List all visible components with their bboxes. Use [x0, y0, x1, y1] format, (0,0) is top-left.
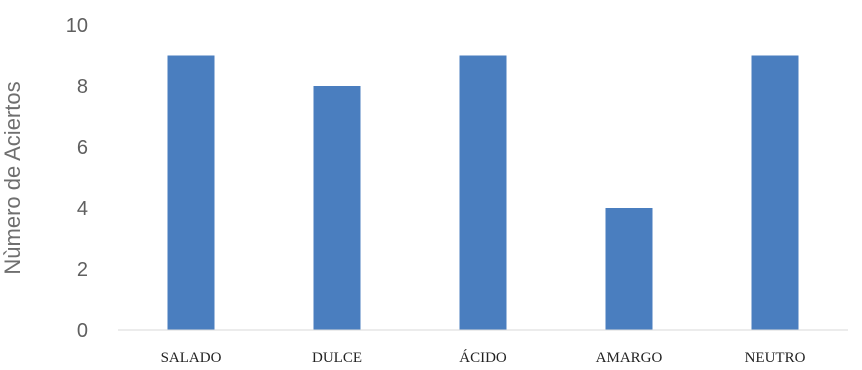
y-tick-label: 4	[77, 198, 88, 220]
bar-ácido	[459, 55, 507, 330]
y-tick-label: 6	[77, 137, 88, 159]
x-tick-label: ÁCIDO	[459, 349, 507, 366]
y-axis-ticks: 0 2 4 6 8 10	[66, 15, 88, 342]
x-tick-label: NEUTRO	[745, 350, 806, 366]
y-axis-label: Nùmero de Aciertos	[0, 81, 25, 274]
x-tick-label: AMARGO	[596, 350, 663, 366]
bar-salado	[167, 55, 215, 330]
bar-dulce	[313, 86, 361, 330]
bar-neutro	[751, 55, 799, 330]
bar-amargo	[605, 208, 653, 330]
x-tick-label: SALADO	[161, 350, 222, 366]
y-tick-label: 8	[77, 76, 88, 98]
y-tick-label: 2	[77, 259, 88, 281]
y-tick-label: 10	[66, 15, 88, 37]
bars-group	[167, 55, 799, 330]
x-tick-label: DULCE	[312, 350, 362, 366]
x-axis-ticks: SALADO DULCE ÁCIDO AMARGO NEUTRO	[161, 349, 806, 366]
y-tick-label: 0	[77, 320, 88, 342]
